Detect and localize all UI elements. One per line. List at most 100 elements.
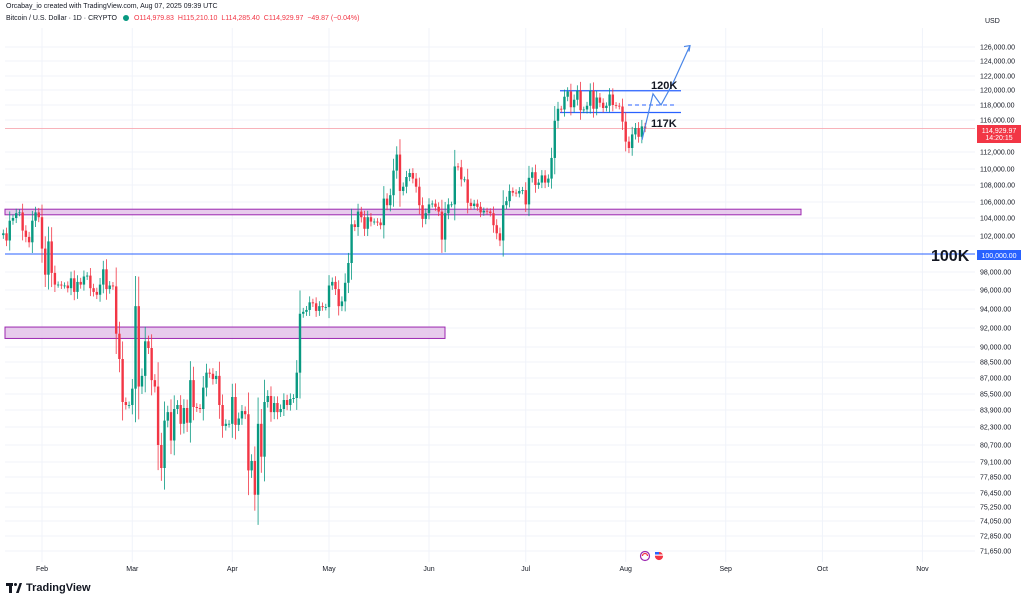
candle-body[interactable] bbox=[289, 399, 292, 405]
candle-body[interactable] bbox=[482, 210, 486, 213]
candle-body[interactable] bbox=[237, 418, 240, 425]
candle-body[interactable] bbox=[247, 414, 250, 471]
candle-body[interactable] bbox=[102, 269, 105, 285]
candle-body[interactable] bbox=[256, 423, 260, 495]
candle-body[interactable] bbox=[408, 173, 411, 177]
candle-body[interactable] bbox=[627, 141, 631, 148]
candle-body[interactable] bbox=[269, 396, 273, 413]
candle-body[interactable] bbox=[266, 396, 269, 402]
candle-body[interactable] bbox=[60, 284, 63, 286]
candle-body[interactable] bbox=[279, 409, 282, 413]
candle-body[interactable] bbox=[582, 109, 585, 111]
candle-body[interactable] bbox=[527, 177, 531, 205]
candle-body[interactable] bbox=[331, 281, 334, 286]
candle-body[interactable] bbox=[169, 412, 173, 441]
candle-body[interactable] bbox=[240, 411, 244, 419]
candle-body[interactable] bbox=[166, 412, 169, 421]
candle-body[interactable] bbox=[366, 217, 369, 229]
candle-body[interactable] bbox=[69, 278, 73, 289]
candle-body[interactable] bbox=[85, 275, 89, 277]
candle-body[interactable] bbox=[205, 372, 208, 388]
candle-body[interactable] bbox=[131, 388, 134, 405]
candle-body[interactable] bbox=[363, 217, 366, 229]
candle-body[interactable] bbox=[476, 203, 479, 207]
candle-body[interactable] bbox=[605, 105, 608, 108]
candle-body[interactable] bbox=[518, 190, 521, 194]
candle-body[interactable] bbox=[466, 179, 469, 203]
candle-body[interactable] bbox=[118, 333, 121, 359]
candle-body[interactable] bbox=[389, 195, 392, 206]
candle-body[interactable] bbox=[202, 387, 205, 409]
candle-body[interactable] bbox=[614, 105, 618, 106]
candle-body[interactable] bbox=[589, 90, 592, 106]
candle-body[interactable] bbox=[372, 221, 376, 223]
candle-body[interactable] bbox=[285, 400, 289, 405]
candle-body[interactable] bbox=[40, 217, 44, 249]
candle-body[interactable] bbox=[195, 407, 198, 408]
candle-body[interactable] bbox=[44, 248, 47, 275]
candle-body[interactable] bbox=[537, 182, 540, 185]
candle-body[interactable] bbox=[440, 211, 444, 240]
candle-body[interactable] bbox=[50, 241, 53, 273]
candle-body[interactable] bbox=[189, 380, 192, 423]
candle-body[interactable] bbox=[563, 96, 566, 110]
candle-body[interactable] bbox=[27, 236, 31, 243]
candle-body[interactable] bbox=[395, 154, 398, 171]
candle-body[interactable] bbox=[340, 301, 344, 307]
candle-body[interactable] bbox=[472, 203, 476, 206]
candle-body[interactable] bbox=[253, 460, 257, 495]
candle-body[interactable] bbox=[595, 97, 598, 109]
candle-body[interactable] bbox=[208, 372, 211, 374]
candle-body[interactable] bbox=[56, 284, 60, 286]
candle-body[interactable] bbox=[437, 206, 440, 212]
candle-body[interactable] bbox=[156, 386, 160, 445]
candle-body[interactable] bbox=[153, 380, 157, 387]
candle-body[interactable] bbox=[66, 285, 69, 289]
candle-body[interactable] bbox=[637, 128, 640, 137]
event-icons[interactable] bbox=[639, 550, 664, 562]
candle-body[interactable] bbox=[124, 402, 128, 405]
candle-body[interactable] bbox=[501, 205, 505, 241]
candle-body[interactable] bbox=[89, 275, 92, 289]
candle-body[interactable] bbox=[182, 408, 186, 424]
candle-body[interactable] bbox=[176, 405, 179, 409]
candle-body[interactable] bbox=[479, 206, 482, 213]
candle-body[interactable] bbox=[640, 126, 644, 137]
candle-body[interactable] bbox=[534, 172, 537, 185]
candle-body[interactable] bbox=[463, 179, 466, 181]
candle-body[interactable] bbox=[334, 281, 337, 290]
candle-body[interactable] bbox=[260, 423, 263, 457]
candle-body[interactable] bbox=[2, 233, 5, 236]
crypto-event-icon[interactable] bbox=[639, 550, 651, 562]
candle-body[interactable] bbox=[18, 212, 21, 214]
candle-body[interactable] bbox=[450, 204, 453, 206]
candle-body[interactable] bbox=[485, 210, 489, 212]
candle-body[interactable] bbox=[224, 423, 228, 426]
candle-body[interactable] bbox=[547, 178, 550, 183]
candle-body[interactable] bbox=[353, 224, 357, 227]
candle-body[interactable] bbox=[443, 213, 447, 240]
candle-body[interactable] bbox=[495, 225, 498, 234]
candle-body[interactable] bbox=[227, 423, 231, 425]
candle-body[interactable] bbox=[356, 211, 360, 227]
candle-body[interactable] bbox=[427, 204, 431, 214]
candle-body[interactable] bbox=[314, 303, 318, 311]
candle-body[interactable] bbox=[579, 90, 582, 111]
candle-body[interactable] bbox=[511, 190, 515, 193]
candle-body[interactable] bbox=[231, 397, 234, 424]
candle-body[interactable] bbox=[243, 411, 247, 415]
candle-body[interactable] bbox=[15, 213, 18, 218]
candle-body[interactable] bbox=[540, 175, 544, 183]
candle-body[interactable] bbox=[327, 285, 331, 308]
candle-body[interactable] bbox=[556, 108, 560, 121]
candle-body[interactable] bbox=[179, 405, 182, 424]
candle-body[interactable] bbox=[572, 99, 576, 108]
candle-body[interactable] bbox=[405, 177, 408, 187]
candle-body[interactable] bbox=[576, 90, 579, 100]
candle-body[interactable] bbox=[305, 309, 308, 312]
candle-body[interactable] bbox=[160, 445, 163, 468]
candle-body[interactable] bbox=[250, 460, 253, 471]
candle-body[interactable] bbox=[411, 173, 415, 179]
candle-body[interactable] bbox=[531, 172, 534, 178]
candle-body[interactable] bbox=[553, 120, 556, 158]
